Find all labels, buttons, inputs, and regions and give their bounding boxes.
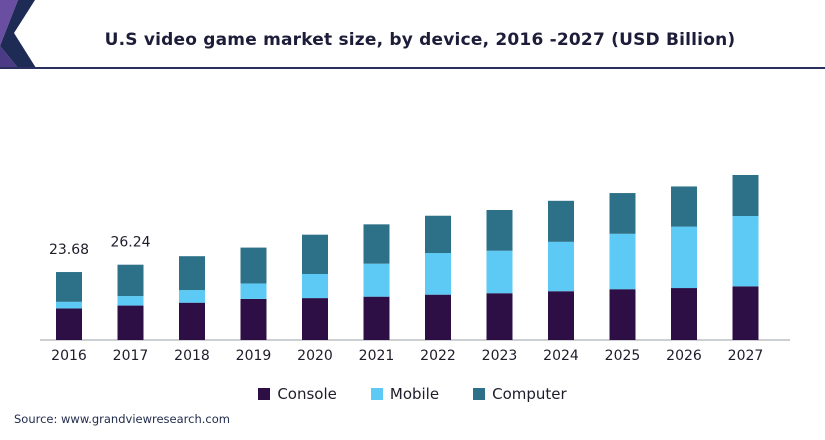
title-divider: [0, 67, 825, 69]
bar-mobile-2027: [732, 216, 759, 287]
legend-swatch-console: [258, 388, 271, 400]
bar-computer-2019: [240, 247, 267, 284]
bar-console-2018: [179, 302, 205, 340]
chart-title: U.S video game market size, by device, 2…: [104, 30, 736, 50]
x-tick-label-2023: 2023: [482, 348, 518, 364]
x-tick-label-2026: 2026: [666, 348, 702, 364]
bar-mobile-2018: [179, 290, 205, 303]
bar-computer-2023: [486, 209, 513, 251]
bar-console-2017: [117, 305, 144, 340]
x-tick-label-2021: 2021: [359, 348, 395, 364]
bar-computer-2024: [548, 200, 574, 242]
legend-swatch-computer: [473, 388, 486, 400]
bar-mobile-2017: [117, 296, 144, 306]
legend-swatch-mobile: [370, 388, 383, 400]
bar-computer-2016: [56, 272, 82, 302]
source-note: Source: www.grandviewresearch.com: [14, 412, 230, 426]
bar-console-2027: [732, 286, 759, 340]
x-tick-label-2019: 2019: [236, 348, 272, 364]
bar-computer-2020: [302, 234, 328, 274]
bar-console-2016: [56, 308, 82, 340]
legend-item-mobile: Mobile: [370, 385, 440, 403]
bar-computer-2026: [671, 186, 697, 227]
bar-mobile-2019: [240, 283, 267, 299]
x-tick-label-2017: 2017: [113, 348, 149, 364]
bar-mobile-2026: [671, 226, 697, 289]
bar-console-2020: [302, 298, 328, 340]
bar-console-2021: [363, 296, 390, 340]
bar-mobile-2023: [486, 250, 513, 294]
bar-mobile-2024: [548, 241, 574, 292]
chart-legend: Console Mobile Computer: [0, 385, 825, 403]
bar-computer-2018: [179, 256, 205, 291]
legend-label-console: Console: [277, 385, 337, 403]
x-tick-label-2018: 2018: [174, 348, 210, 364]
legend-item-console: Console: [258, 385, 337, 403]
legend-item-computer: Computer: [473, 385, 567, 403]
legend-label-mobile: Mobile: [389, 385, 440, 403]
bar-computer-2025: [609, 193, 636, 234]
bar-computer-2027: [732, 174, 759, 217]
bar-mobile-2016: [56, 301, 82, 309]
bar-mobile-2022: [425, 253, 451, 295]
bar-computer-2017: [117, 264, 144, 297]
bar-computer-2022: [425, 215, 451, 254]
bar-mobile-2020: [302, 273, 328, 299]
bar-mobile-2025: [609, 233, 636, 290]
x-tick-label-2027: 2027: [728, 348, 764, 364]
x-tick-label-2025: 2025: [605, 348, 641, 364]
bar-console-2022: [425, 294, 451, 340]
bar-console-2024: [548, 291, 574, 340]
legend-label-computer: Computer: [492, 385, 567, 403]
data-label-total-2017: 26.24: [110, 235, 150, 251]
x-tick-label-2020: 2020: [297, 348, 333, 364]
x-tick-label-2024: 2024: [543, 348, 579, 364]
brand-logo: [0, 0, 36, 68]
bar-console-2019: [240, 298, 267, 340]
bar-computer-2021: [363, 224, 390, 264]
bar-console-2025: [609, 289, 636, 340]
data-label-total-2016: 23.68: [49, 242, 89, 258]
bar-console-2023: [486, 293, 513, 340]
x-tick-label-2022: 2022: [420, 348, 456, 364]
bar-mobile-2021: [363, 263, 390, 297]
x-tick-label-2016: 2016: [51, 348, 87, 364]
bar-console-2026: [671, 288, 697, 340]
stacked-bar-chart: 2016 2017 2018 2019 2020 2021 2022 2023 2024 2025…: [40, 174, 790, 364]
